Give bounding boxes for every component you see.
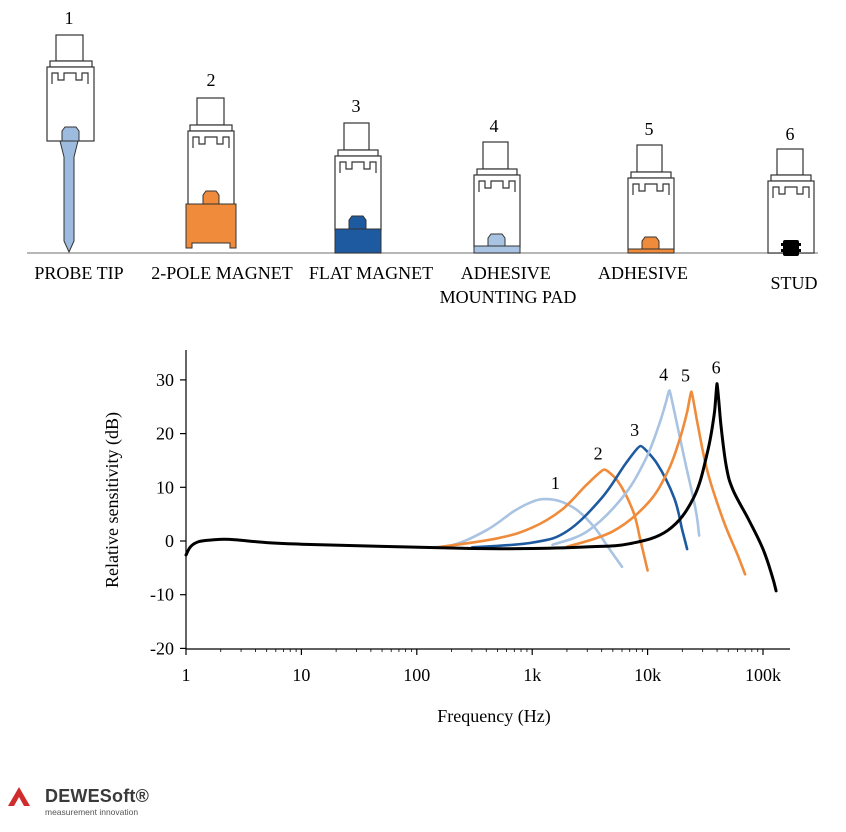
sensor-number-1: 1 bbox=[65, 8, 74, 28]
sensor-6-stud: 6 STUD bbox=[767, 124, 818, 293]
series-label-5: 5 bbox=[681, 366, 690, 386]
series-label-6: 6 bbox=[712, 358, 721, 378]
y-tick-label: 30 bbox=[156, 370, 174, 390]
mount-label-4: ADHESIVE MOUNTING PAD bbox=[440, 263, 577, 307]
series-label-3: 3 bbox=[630, 420, 639, 440]
dewesoft-brand: DEWESoft® measurement innovation bbox=[5, 784, 155, 818]
sensor-number-6: 6 bbox=[786, 124, 795, 144]
sensor-5-adhesive: 5 ADHESIVE bbox=[598, 119, 688, 283]
sensor-number-3: 3 bbox=[352, 96, 361, 116]
y-tick-label: -10 bbox=[150, 585, 174, 605]
y-axis-title: Relative sensitivity (dB) bbox=[102, 412, 123, 588]
series-label-4: 4 bbox=[659, 365, 668, 385]
series-label-1: 1 bbox=[551, 473, 560, 493]
sensor-illustration-row: 1 PROBE TIP 2 2-POLE MAGNET bbox=[27, 8, 818, 307]
sensor-number-5: 5 bbox=[645, 119, 654, 139]
y-axis-ticks: 30 20 10 0 -10 -20 bbox=[150, 370, 186, 658]
mount-label-6: STUD bbox=[770, 273, 817, 293]
mount-label-2: 2-POLE MAGNET bbox=[151, 263, 293, 283]
sensor-number-2: 2 bbox=[207, 70, 216, 90]
series-peak-labels: 1 2 3 4 5 6 bbox=[551, 358, 721, 493]
y-tick-label: 0 bbox=[165, 531, 174, 551]
y-tick-label: 10 bbox=[156, 477, 174, 497]
stud-icon bbox=[783, 240, 799, 256]
y-tick-label: -20 bbox=[150, 638, 174, 658]
series-line-6 bbox=[184, 382, 778, 593]
series-lines bbox=[184, 382, 778, 593]
x-tick-label: 100k bbox=[745, 665, 781, 685]
series-line-2 bbox=[435, 468, 649, 572]
sensor-number-4: 4 bbox=[490, 116, 499, 136]
x-tick-label: 100 bbox=[403, 665, 430, 685]
x-tick-label: 10k bbox=[634, 665, 661, 685]
x-tick-label: 1 bbox=[182, 665, 191, 685]
series-line-5 bbox=[565, 390, 747, 576]
sensor-3-flat-magnet: 3 FLAT MAGNET bbox=[309, 96, 433, 283]
x-tick-label: 1k bbox=[523, 665, 541, 685]
brand-name: DEWESoft® bbox=[45, 786, 150, 806]
x-axis-ticks: 1 10 100 1k 10k 100k bbox=[182, 649, 781, 685]
mount-label-3: FLAT MAGNET bbox=[309, 263, 433, 283]
brand-tagline: measurement innovation bbox=[45, 807, 139, 817]
x-tick-label: 10 bbox=[292, 665, 310, 685]
sensor-2-two-pole-magnet: 2 2-POLE MAGNET bbox=[151, 70, 293, 283]
series-line-4 bbox=[551, 389, 701, 547]
dewesoft-logo-icon bbox=[8, 787, 30, 806]
series-line-1 bbox=[415, 497, 624, 569]
sensor-1-probe-tip: 1 PROBE TIP bbox=[34, 8, 123, 283]
y-tick-label: 20 bbox=[156, 424, 174, 444]
sensor-4-adhesive-mounting-pad: 4 ADHESIVE MOUNTING PAD bbox=[440, 116, 577, 307]
series-label-2: 2 bbox=[594, 444, 603, 464]
series-line-3 bbox=[470, 444, 689, 551]
mount-label-1: PROBE TIP bbox=[34, 263, 123, 283]
mount-label-5: ADHESIVE bbox=[598, 263, 688, 283]
x-axis-title: Frequency (Hz) bbox=[437, 706, 550, 727]
